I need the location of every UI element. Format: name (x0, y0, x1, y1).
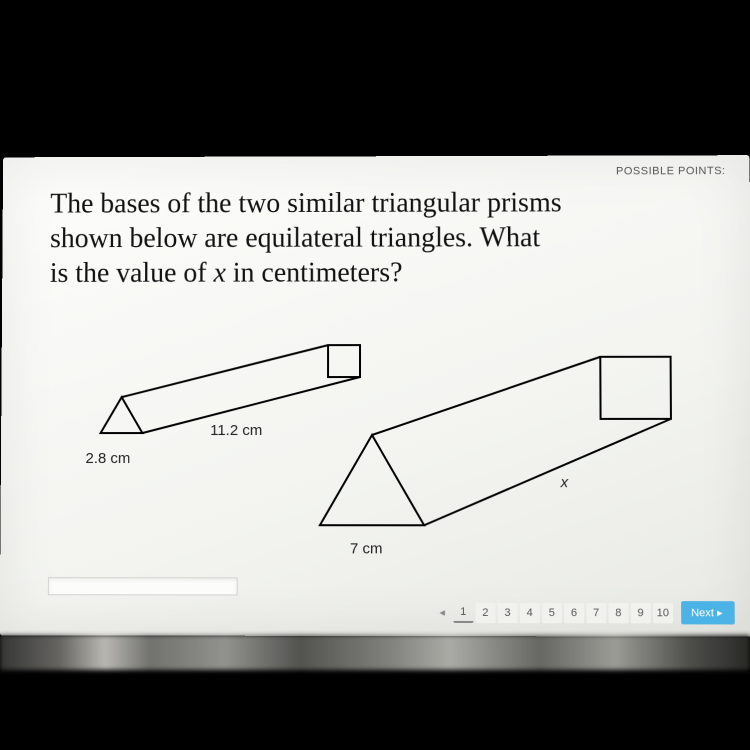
pager-num[interactable]: 7 (586, 602, 606, 622)
question-variable: x (213, 258, 225, 289)
prisms-diagram: 11.2 cm 2.8 cm x (40, 315, 712, 576)
pager-num[interactable]: 9 (630, 603, 650, 623)
pager-num[interactable]: 3 (497, 602, 517, 622)
next-button[interactable]: Next ▸ (681, 601, 735, 624)
pager-prev-icon[interactable]: ◂ (433, 602, 451, 622)
small-length-label: 11.2 cm (210, 422, 262, 439)
possible-points-label: POSSIBLE POINTS: (616, 165, 726, 177)
question-line2: shown below are equilateral triangles. W… (50, 222, 540, 254)
small-base-label: 2.8 cm (85, 450, 130, 467)
pager-num[interactable]: 4 (520, 602, 540, 622)
question-text: The bases of the two similar triangular … (50, 185, 711, 291)
question-line3b: in centimeters? (226, 257, 403, 288)
chevron-right-icon: ▸ (717, 606, 723, 619)
answer-input[interactable] (48, 577, 238, 595)
pager-num[interactable]: 2 (475, 602, 495, 622)
pager-num[interactable]: 10 (653, 603, 673, 623)
large-base-label: 7 cm (350, 540, 383, 557)
pager-num[interactable]: 8 (608, 603, 628, 623)
desk-edge-blur (0, 635, 750, 670)
quiz-screen: POSSIBLE POINTS: The bases of the two si… (0, 155, 750, 636)
pager-num[interactable]: 5 (542, 602, 562, 622)
question-pager: ◂ 1 2 3 4 5 6 7 8 9 10 Next ▸ (433, 601, 735, 625)
next-label: Next (691, 607, 714, 619)
pager-num[interactable]: 1 (453, 602, 473, 622)
small-prism: 11.2 cm 2.8 cm (85, 345, 360, 467)
large-length-label: x (560, 474, 569, 491)
large-prism: x 7 cm (320, 357, 672, 558)
pager-num[interactable]: 6 (564, 602, 584, 622)
question-line3a: is the value of (50, 258, 214, 289)
question-line1: The bases of the two similar triangular … (50, 187, 561, 219)
